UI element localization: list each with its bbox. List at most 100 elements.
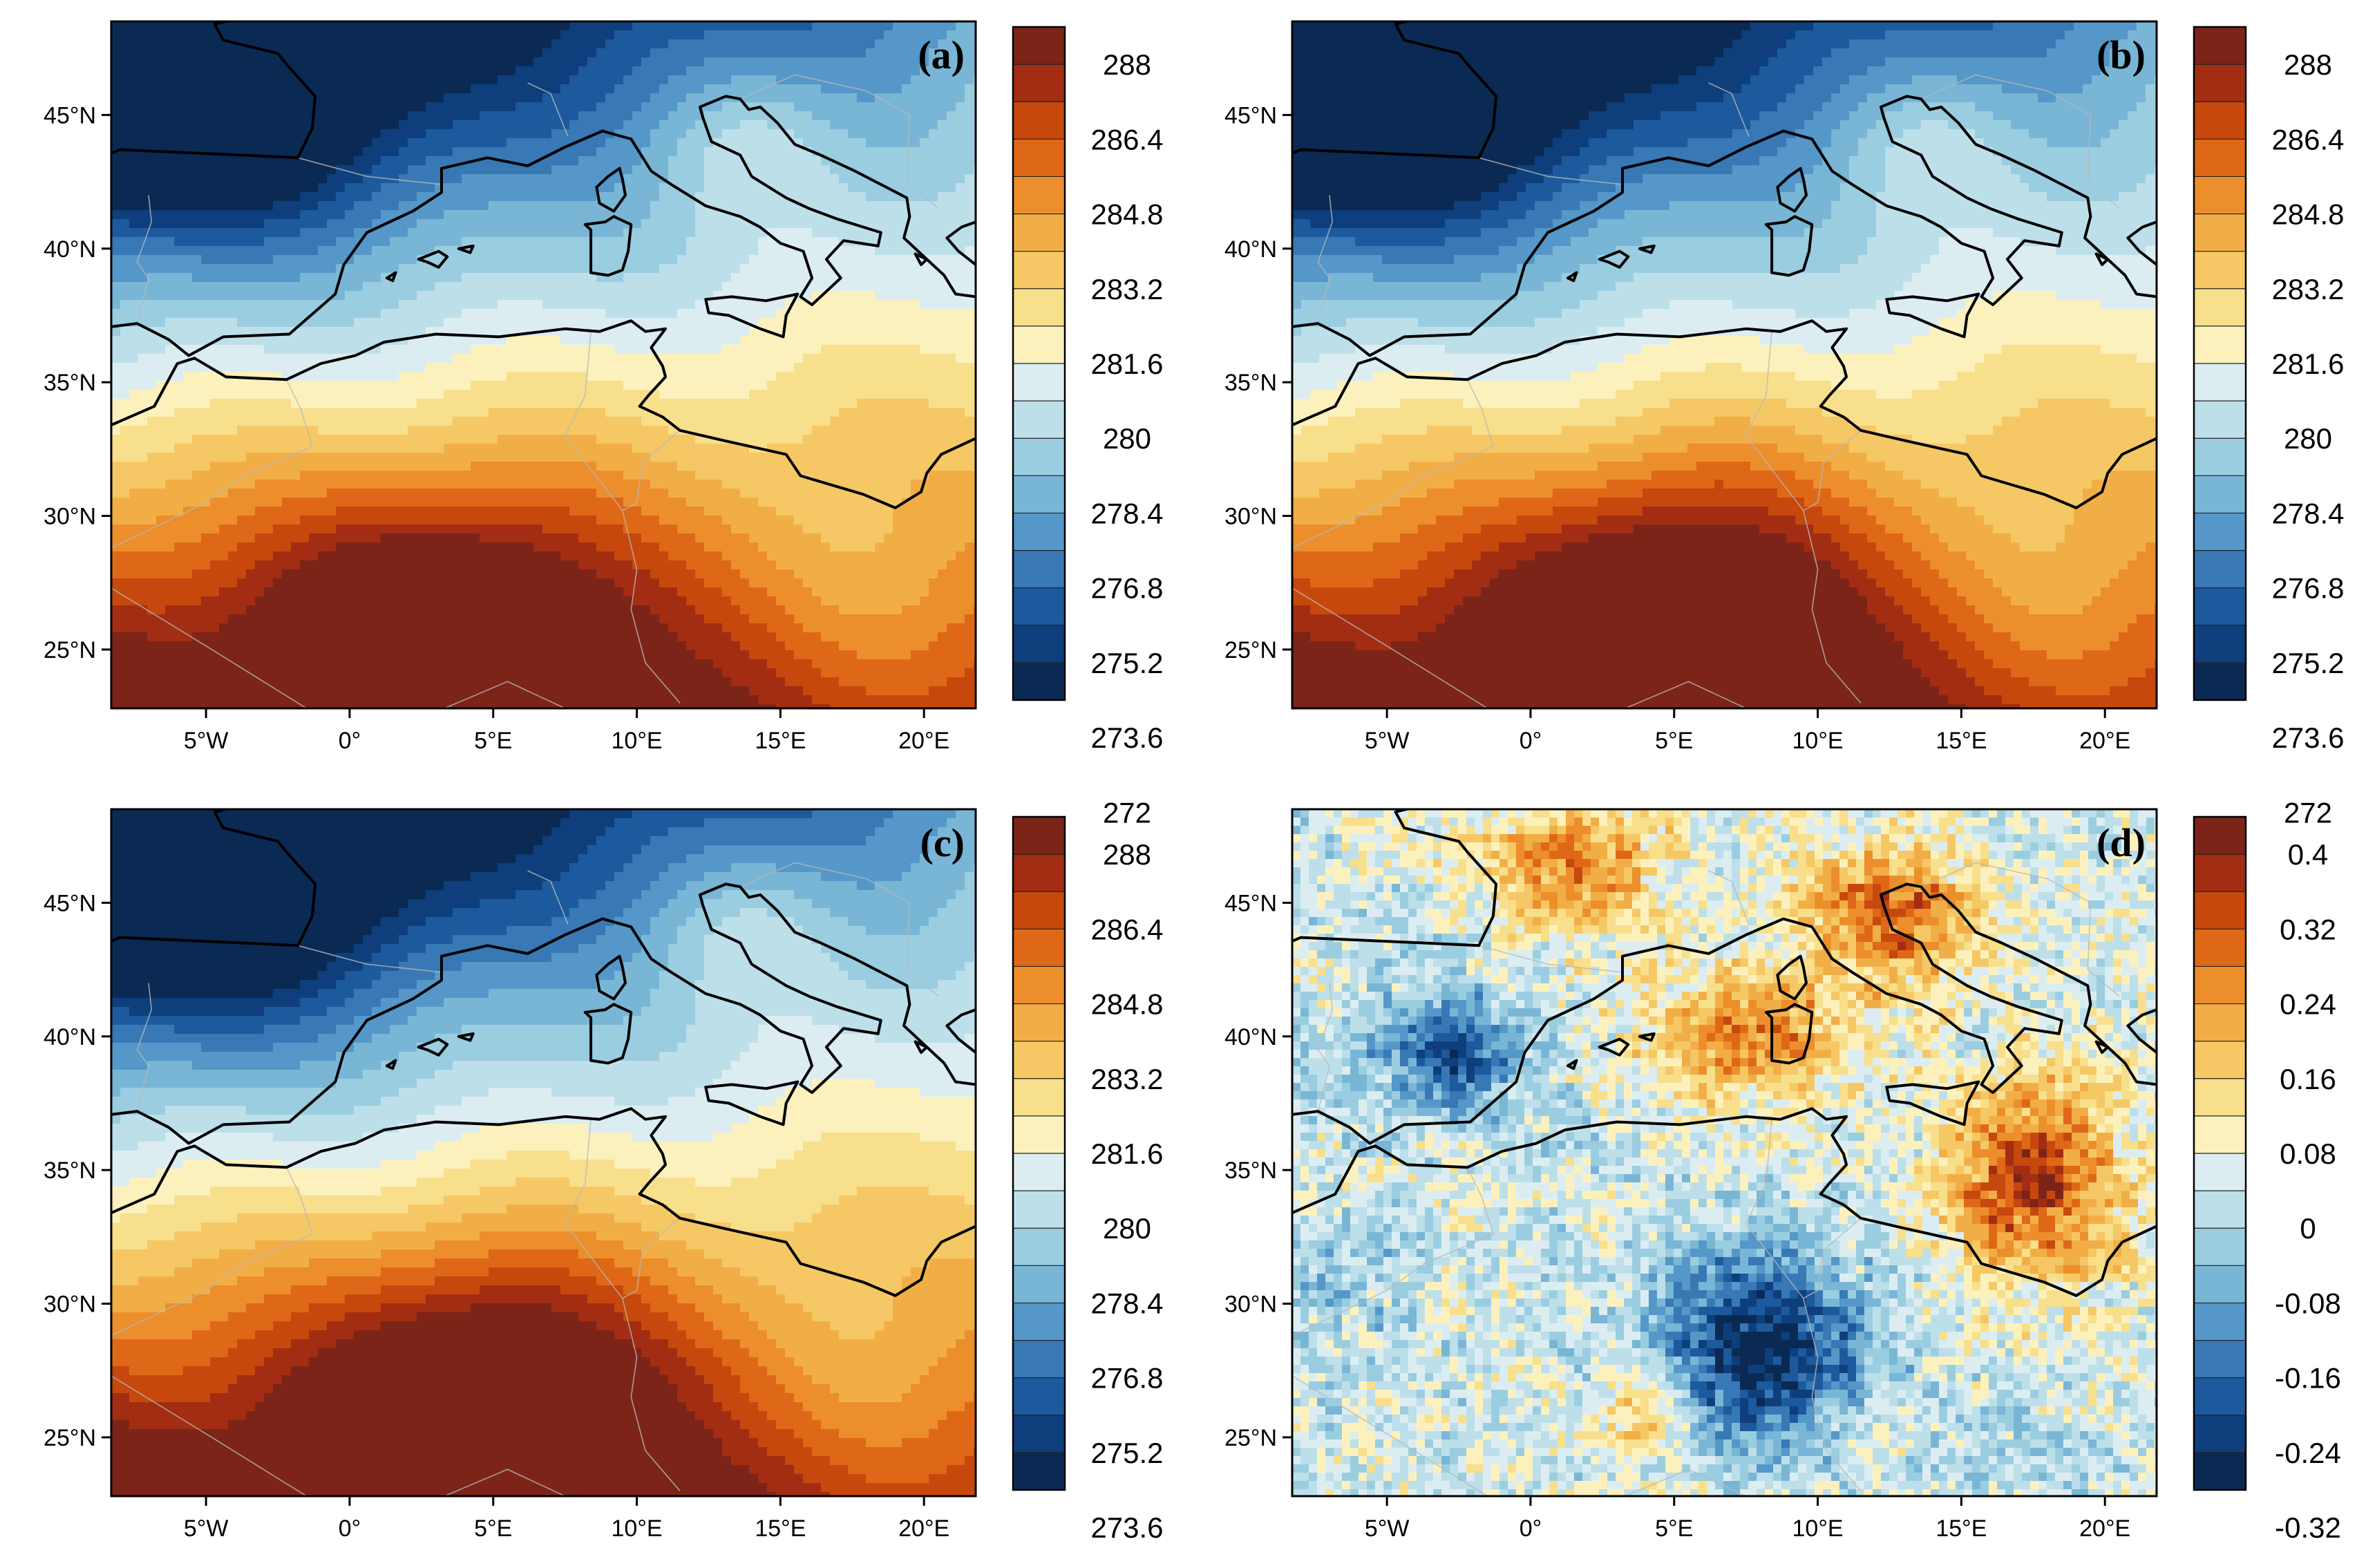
colorbar-label: 278.4 [2271, 497, 2344, 529]
colorbar-label: 0 [2300, 1212, 2316, 1245]
colorbar-label: 273.6 [1090, 1511, 1163, 1544]
colorbar-label: 272 [1103, 796, 1151, 829]
colorbar-swatch [2194, 966, 2246, 1005]
colorbar-swatch [2194, 27, 2246, 65]
colorbar-swatch [2194, 139, 2246, 177]
coastlines-2 [1292, 21, 2157, 708]
x-tick-label: 5°W [1365, 728, 1410, 754]
y-tick-label: 30°N [1224, 504, 1277, 530]
colorbar-label: -0.16 [2275, 1362, 2341, 1395]
x-tick-label: 15°E [1936, 1515, 1987, 1542]
panel-label: (c) [920, 820, 965, 865]
y-tick-label: 40°N [44, 236, 96, 263]
colorbar-swatch [2194, 662, 2246, 701]
panel-label: (a) [918, 32, 965, 77]
colorbar-swatch [1013, 662, 1065, 701]
coastlines-3 [111, 809, 976, 1496]
colorbar-swatch [2194, 891, 2246, 929]
coastlines-4 [1292, 809, 2157, 1496]
colorbar-swatch [1013, 513, 1065, 551]
y-tick-label: 45°N [1224, 102, 1277, 129]
colorbar-2: 288 286.4 284.8 283.2 281.6 280 278.4 276.8 275.… [2193, 26, 2345, 829]
colorbar-swatch [2194, 1415, 2246, 1453]
y-tick-label: 25°N [1224, 1425, 1277, 1451]
y-tick-label: 30°N [1224, 1292, 1277, 1318]
colorbar-swatch [2194, 625, 2246, 663]
colorbar-label: 286.4 [1090, 123, 1163, 155]
y-tick-label: 45°N [1224, 890, 1277, 916]
colorbar-label: 286.4 [2271, 123, 2344, 155]
colorbar-swatch [1013, 625, 1065, 663]
colorbar-label: 0.4 [2288, 838, 2328, 871]
colorbar-label: -0.08 [2275, 1287, 2341, 1319]
y-tick-label: 35°N [44, 370, 96, 396]
y-tick-label: 25°N [44, 637, 96, 663]
colorbar-label: 288 [1103, 838, 1151, 871]
colorbar-swatch [2194, 401, 2246, 439]
y-tick-label: 35°N [1224, 1158, 1277, 1184]
colorbar-label: 0.16 [2280, 1063, 2336, 1095]
colorbar-swatch [1013, 1303, 1065, 1341]
x-tick-label: 20°E [898, 1515, 949, 1542]
colorbar-label: 273.6 [2271, 721, 2344, 754]
colorbar-label: 275.2 [2271, 647, 2344, 679]
field-3 [111, 809, 976, 1496]
colorbar-swatch [1013, 27, 1065, 65]
colorbar-swatch [1013, 587, 1065, 626]
colorbar-label: 278.4 [1090, 497, 1163, 529]
colorbar-swatch [2194, 1003, 2246, 1042]
colorbar-swatch [1013, 854, 1065, 892]
colorbar-label: 284.8 [1090, 988, 1163, 1021]
colorbar-swatch [2194, 587, 2246, 626]
y-tick-label: 35°N [1224, 370, 1277, 396]
colorbar-swatch [2194, 102, 2246, 140]
colorbar-swatch [1013, 64, 1065, 102]
colorbar-label: 280 [1103, 1212, 1151, 1245]
x-tick-label: 0° [339, 728, 361, 754]
colorbar-swatch [2194, 251, 2246, 290]
colorbar-swatch [2194, 1265, 2246, 1303]
colorbar-label: 284.8 [1090, 198, 1163, 231]
colorbar-swatch [1013, 891, 1065, 929]
colorbar-swatch [1013, 817, 1065, 855]
colorbar-swatch [1013, 966, 1065, 1005]
colorbar-swatch [1013, 139, 1065, 177]
colorbar-swatch [2194, 817, 2246, 855]
x-tick-label: 5°E [1655, 1515, 1693, 1542]
colorbar-3: 288 286.4 284.8 283.2 281.6 280 278.4 276.8 275.… [1012, 815, 1164, 1544]
panel-label: (d) [2097, 820, 2146, 865]
colorbar-swatch [1013, 1003, 1065, 1042]
x-tick-label: 10°E [1792, 1515, 1844, 1542]
colorbar-swatch [2194, 1228, 2246, 1266]
map-frame [1291, 808, 2158, 1498]
colorbar-label: 286.4 [1090, 913, 1163, 945]
colorbar-label: 278.4 [1090, 1287, 1163, 1319]
map-frame [110, 20, 977, 710]
colorbar-swatch [1013, 1041, 1065, 1079]
y-tick-label: 40°N [1224, 1024, 1277, 1050]
colorbar-label: -0.32 [2275, 1511, 2341, 1544]
x-tick-label: 5°E [1655, 728, 1693, 754]
field-1 [111, 21, 976, 708]
colorbar-swatch [2194, 929, 2246, 967]
colorbar-label: 281.6 [1090, 1137, 1163, 1170]
x-tick-label: 5°E [474, 728, 512, 754]
colorbar-swatch [2194, 854, 2246, 892]
x-tick-label: 5°W [1365, 1515, 1410, 1542]
x-tick-label: 20°E [2079, 728, 2130, 754]
x-tick-label: 15°E [755, 1515, 806, 1542]
colorbar-swatch [2194, 1191, 2246, 1229]
colorbar-label: 275.2 [1090, 647, 1163, 679]
colorbar-swatch [2194, 363, 2246, 402]
x-tick-label: 10°E [612, 1515, 663, 1542]
x-tick-label: 15°E [755, 728, 806, 754]
colorbar-label: 276.8 [1090, 1362, 1163, 1395]
colorbar-swatch [2194, 1303, 2246, 1341]
colorbar-swatch [2194, 438, 2246, 476]
colorbar-swatch [2194, 176, 2246, 215]
colorbar-swatch [2194, 325, 2246, 364]
x-tick-label: 10°E [612, 728, 663, 754]
colorbar-swatch [1013, 401, 1065, 439]
colorbar-swatch [2194, 513, 2246, 551]
colorbar-4: 0.4 0.32 0.24 0.16 0.08 0 -0.08 -0.16 -0.24 -0.32… [2193, 815, 2341, 1544]
